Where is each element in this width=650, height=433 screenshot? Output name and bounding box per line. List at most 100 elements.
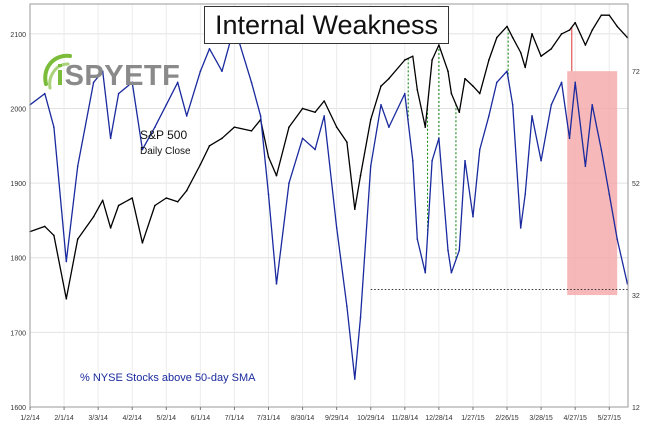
x-axis-tick-label: 11/28/14	[391, 415, 418, 422]
breadth-series-point	[568, 137, 571, 140]
breadth-series-point	[221, 70, 223, 72]
breadth-series-point	[431, 159, 433, 162]
breadth-series-point	[424, 271, 427, 274]
breadth-series-point	[506, 70, 508, 72]
breadth-series-point	[267, 193, 270, 196]
breadth-series-point	[65, 260, 68, 263]
breadth-series-point	[199, 70, 202, 72]
x-axis-tick-label: 8/30/14	[291, 415, 314, 422]
breadth-series-point	[369, 165, 372, 168]
left-axis-tick-label: 1600	[10, 405, 26, 412]
sp500-series-point	[53, 234, 55, 237]
breadth-series-point	[616, 238, 619, 240]
breadth-series-point	[560, 81, 563, 84]
breadth-series-point	[131, 81, 134, 84]
sp500-series-point	[101, 199, 104, 202]
sp500-series-point	[199, 163, 202, 166]
sp500-series-point	[92, 215, 95, 218]
breadth-series-point	[411, 159, 414, 162]
x-axis-tick-label: 4/27/15	[564, 415, 587, 422]
breadth-series-point	[117, 92, 120, 95]
breadth-series-point	[141, 148, 144, 151]
sp500-series-point	[301, 107, 304, 110]
sp500-series-point	[531, 33, 533, 35]
chart-title: Internal Weakness	[204, 6, 449, 44]
breadth-label: % NYSE Stocks above 50-day SMA	[80, 372, 256, 384]
sp500-series-point	[488, 59, 490, 61]
sp500-series-point	[472, 85, 474, 87]
sp500-series-point	[250, 130, 253, 132]
breadth-series-point	[591, 103, 594, 106]
breadth-series-point	[472, 215, 474, 218]
breadth-series-point	[608, 193, 611, 196]
sp500-series-point	[600, 14, 603, 16]
sp500-series-point	[131, 197, 134, 199]
x-axis-tick-label: 4/2/14	[122, 415, 142, 422]
breadth-series-point	[250, 81, 253, 84]
breadth-series-point	[404, 92, 406, 95]
sp500-series-point	[354, 208, 356, 211]
series-layer	[29, 14, 629, 380]
breadth-series-point	[478, 148, 481, 151]
sp500-series-point	[411, 55, 414, 58]
x-axis-tick-label: 5/27/15	[598, 415, 621, 422]
sp500-series-point	[117, 204, 120, 207]
breadth-series-point	[524, 193, 527, 196]
sp500-series-point	[359, 174, 362, 177]
x-axis-tick-label: 12/28/14	[425, 415, 452, 422]
sp500-series-point	[185, 189, 188, 192]
breadth-series-point	[574, 81, 576, 84]
breadth-series-point	[323, 115, 325, 117]
x-axis-tick-label: 9/29/14	[325, 415, 348, 422]
x-axis-tick-label: 6/1/14	[191, 415, 211, 422]
breadth-series-point	[301, 137, 304, 140]
sp500-series-point	[65, 297, 68, 300]
breadth-series-point	[488, 115, 490, 117]
breadth-series-point	[346, 305, 348, 308]
breadth-series-point	[438, 137, 440, 140]
breadth-series-point	[176, 81, 179, 84]
sp500-series-point	[288, 126, 290, 128]
x-axis-tick-label: 3/28/15	[529, 415, 552, 422]
sp500-series-point	[208, 144, 211, 147]
sp500-series-point	[608, 14, 611, 16]
sp500-series-point	[221, 137, 223, 140]
breadth-series-point	[450, 271, 453, 274]
breadth-series-point	[458, 249, 461, 252]
sp500-series-point	[176, 200, 179, 203]
sp500-series-point	[346, 141, 348, 143]
x-axis-tick-label: 7/31/14	[257, 415, 280, 422]
right-axis-tick-label: 12	[632, 405, 640, 412]
sp500-series-point	[380, 85, 382, 87]
sp500-series-point	[154, 204, 156, 207]
sp500-series-point	[431, 59, 433, 61]
plot-frame	[29, 3, 629, 408]
x-axis-tick-label: 1/27/15	[461, 415, 484, 422]
breadth-series-point	[359, 316, 362, 319]
breadth-series-point	[185, 115, 188, 117]
x-axis-tick-label: 5/2/14	[157, 415, 177, 422]
sp500-series-point	[416, 89, 419, 91]
sp500-series-point	[388, 77, 390, 80]
breadth-series-point	[600, 148, 603, 151]
breadth-series-point	[464, 159, 466, 162]
sp500-series-point	[478, 92, 481, 95]
divergence-lines	[407, 27, 573, 260]
breadth-series-point	[531, 115, 533, 117]
axes-layer: 1600 1700 1800 1900 2000 2100 12 32 52 72 1/2/14 2/…	[10, 3, 640, 422]
right-axis-tick-label: 52	[632, 181, 640, 188]
sp500-series-point	[519, 51, 522, 54]
sp500-series-point	[540, 55, 542, 58]
sp500-series-point	[591, 29, 594, 31]
sp500-series-point	[323, 100, 325, 102]
breadth-series-point	[416, 238, 419, 240]
right-axis-tick-label: 72	[632, 69, 640, 76]
sp500-series-point	[404, 59, 406, 61]
sp500-series-point	[369, 118, 372, 121]
breadth-series-point	[496, 81, 498, 84]
sp500-series-point	[511, 36, 514, 39]
x-axis-tick-label: 2/26/15	[495, 415, 518, 422]
sp500-series-point	[165, 197, 168, 199]
breadth-series-point	[53, 126, 55, 128]
